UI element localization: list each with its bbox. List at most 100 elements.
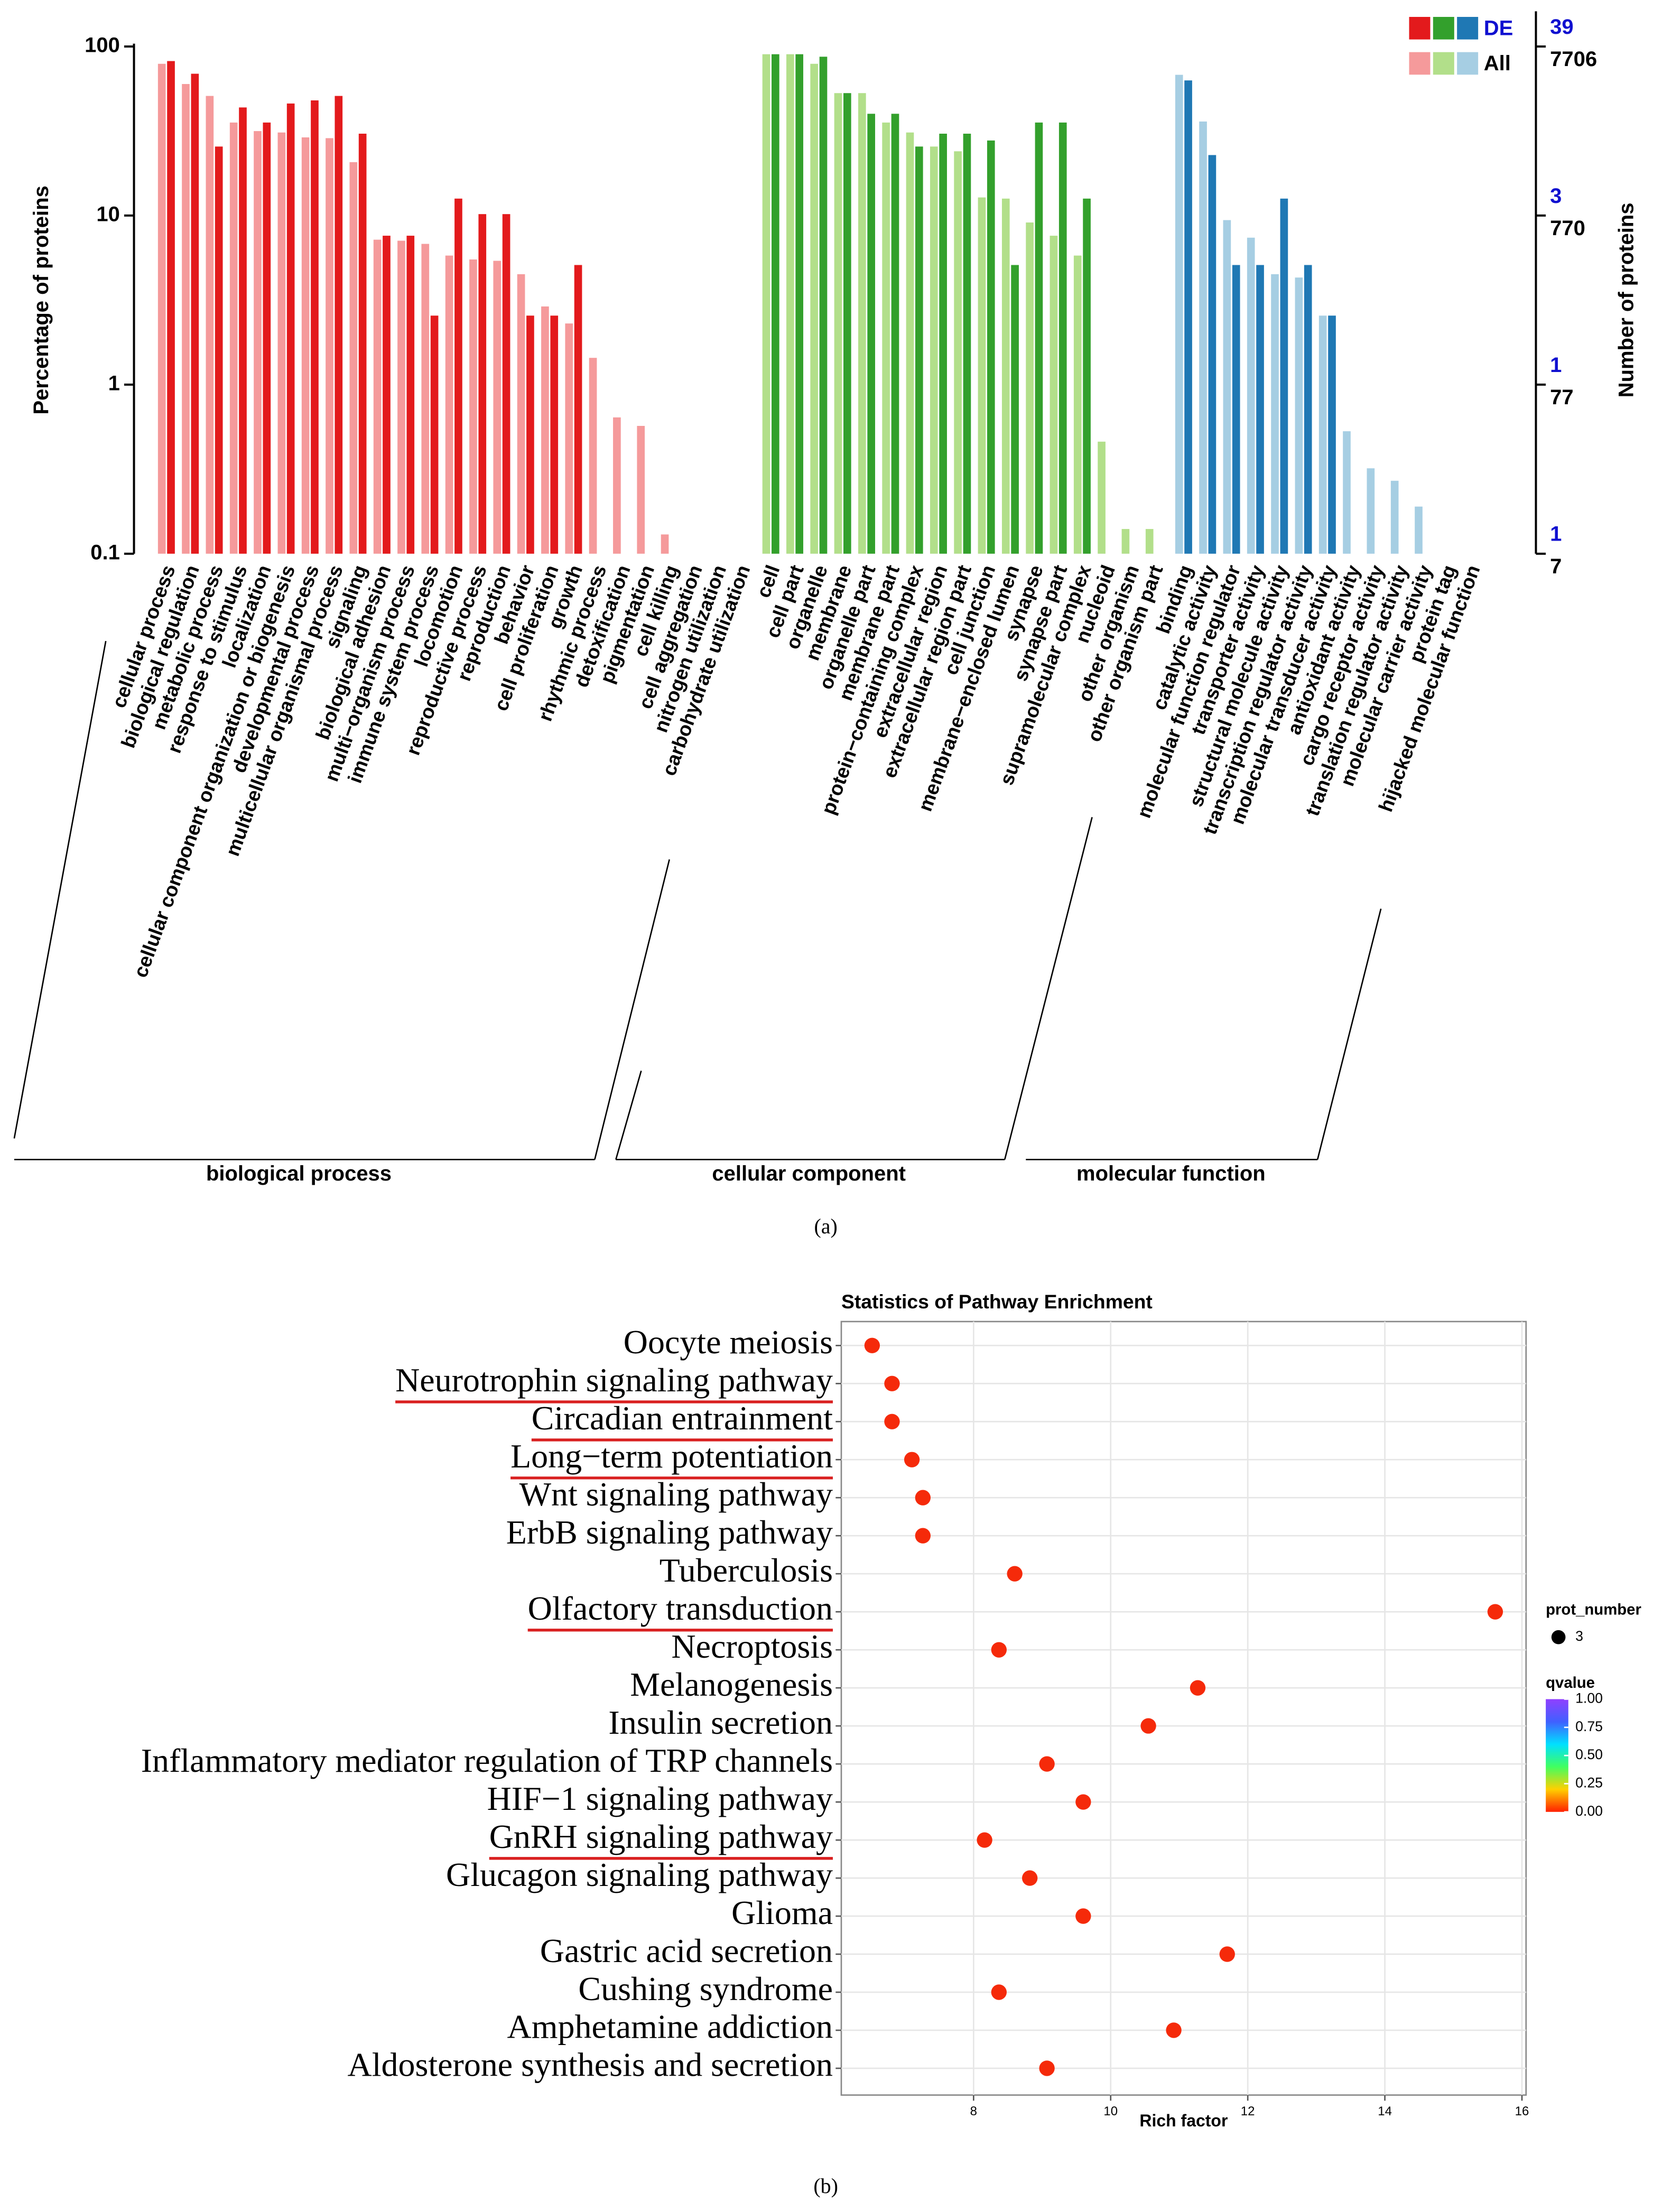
bar bbox=[939, 133, 947, 554]
plot-area bbox=[840, 1321, 1527, 2096]
group-label: cellular component bbox=[712, 1162, 906, 1185]
color-legend-title: qvalue bbox=[1546, 1674, 1595, 1691]
bar bbox=[373, 239, 382, 554]
bar bbox=[239, 107, 247, 554]
bracket-line bbox=[594, 859, 671, 1160]
bar bbox=[383, 236, 391, 554]
bar bbox=[1050, 236, 1058, 554]
bar bbox=[445, 255, 453, 554]
bar bbox=[182, 83, 190, 554]
bar bbox=[1247, 237, 1255, 554]
bar bbox=[349, 162, 358, 554]
bar bbox=[810, 63, 819, 554]
dot bbox=[1219, 1946, 1235, 1962]
bar bbox=[1367, 468, 1375, 554]
x-tick-label: 10 bbox=[1103, 2104, 1118, 2118]
legend-label: All bbox=[1484, 52, 1511, 75]
dot bbox=[1039, 2060, 1055, 2076]
bar bbox=[478, 214, 487, 554]
category-label: Glucagon signaling pathway bbox=[446, 1856, 833, 1893]
dot bbox=[991, 1642, 1007, 1658]
bar bbox=[191, 73, 199, 554]
bracket-line bbox=[1316, 908, 1382, 1160]
legend-swatch bbox=[1433, 16, 1454, 40]
bar bbox=[930, 146, 938, 554]
bar bbox=[1145, 529, 1154, 554]
bar bbox=[1271, 274, 1279, 554]
category-label: Aldosterone synthesis and secretion bbox=[348, 2046, 833, 2084]
bar bbox=[867, 114, 875, 554]
y2-tick-label: 7 bbox=[1550, 555, 1562, 578]
dot bbox=[1007, 1566, 1023, 1582]
dot bbox=[884, 1414, 900, 1429]
dot bbox=[1190, 1680, 1206, 1696]
y2-tick-label: 1 bbox=[1550, 523, 1562, 546]
bar bbox=[301, 137, 310, 554]
category-label: Wnt signaling pathway bbox=[519, 1475, 833, 1513]
dot bbox=[1039, 1756, 1055, 1772]
bar bbox=[254, 131, 262, 554]
chart-title: Statistics of Pathway Enrichment bbox=[841, 1290, 1153, 1313]
bar bbox=[157, 63, 166, 554]
bar bbox=[358, 133, 367, 554]
colorbar-label: 1.00 bbox=[1575, 1690, 1603, 1706]
bar bbox=[277, 132, 286, 554]
bar bbox=[1011, 265, 1019, 554]
colorbar-label: 0.50 bbox=[1575, 1746, 1603, 1762]
bar bbox=[589, 358, 597, 554]
y2-tick-label: 770 bbox=[1550, 217, 1585, 240]
bar bbox=[1026, 222, 1034, 554]
bar bbox=[406, 236, 415, 554]
bar bbox=[1318, 315, 1327, 554]
bar bbox=[1280, 198, 1288, 554]
legend-label: DE bbox=[1484, 17, 1513, 40]
y2-tick-label: 77 bbox=[1550, 386, 1573, 409]
bar bbox=[858, 93, 866, 554]
bar bbox=[493, 261, 502, 554]
bar bbox=[1001, 198, 1010, 554]
bar bbox=[1343, 431, 1351, 554]
bar bbox=[1058, 122, 1067, 554]
bar bbox=[1304, 265, 1312, 554]
bar bbox=[1121, 529, 1130, 554]
group-brackets bbox=[13, 640, 1382, 1160]
dot bbox=[1022, 1870, 1038, 1886]
bar bbox=[206, 96, 214, 554]
y2-tick-label: 7706 bbox=[1550, 48, 1597, 71]
y2-tick-label: 39 bbox=[1550, 15, 1573, 39]
dot bbox=[1487, 1604, 1503, 1620]
bar bbox=[229, 122, 238, 554]
y-tick-label: 1 bbox=[108, 371, 120, 395]
legend-swatch bbox=[1457, 52, 1479, 75]
colorbar-label: 0.75 bbox=[1575, 1718, 1603, 1734]
bar bbox=[263, 122, 271, 554]
bar bbox=[1415, 506, 1423, 554]
dot bbox=[977, 1832, 992, 1848]
bar bbox=[882, 122, 890, 554]
y-axis-label: Percentage of proteins bbox=[30, 185, 53, 414]
x-axis-label: Rich factor bbox=[1139, 2111, 1228, 2130]
bar bbox=[1223, 220, 1231, 554]
bar bbox=[1295, 277, 1303, 554]
bar bbox=[834, 93, 842, 554]
bar bbox=[397, 240, 405, 554]
category-label: GnRH signaling pathway bbox=[489, 1818, 833, 1855]
y2-tick-label: 1 bbox=[1550, 354, 1562, 377]
bar bbox=[1390, 480, 1399, 554]
bar bbox=[326, 138, 333, 554]
bar bbox=[987, 140, 995, 554]
group-label: molecular function bbox=[1076, 1162, 1266, 1185]
bar bbox=[1184, 80, 1192, 554]
x-tick-label: 14 bbox=[1378, 2104, 1392, 2118]
bar bbox=[795, 54, 804, 554]
category-label: Gastric acid secretion bbox=[540, 1932, 833, 1969]
dot bbox=[1166, 2022, 1182, 2038]
bar bbox=[167, 61, 175, 554]
bar bbox=[565, 323, 573, 554]
colorbar-label: 0.00 bbox=[1575, 1803, 1603, 1819]
category-label: Oocyte meiosis bbox=[624, 1323, 833, 1361]
bar bbox=[891, 114, 899, 554]
bar bbox=[613, 417, 621, 554]
